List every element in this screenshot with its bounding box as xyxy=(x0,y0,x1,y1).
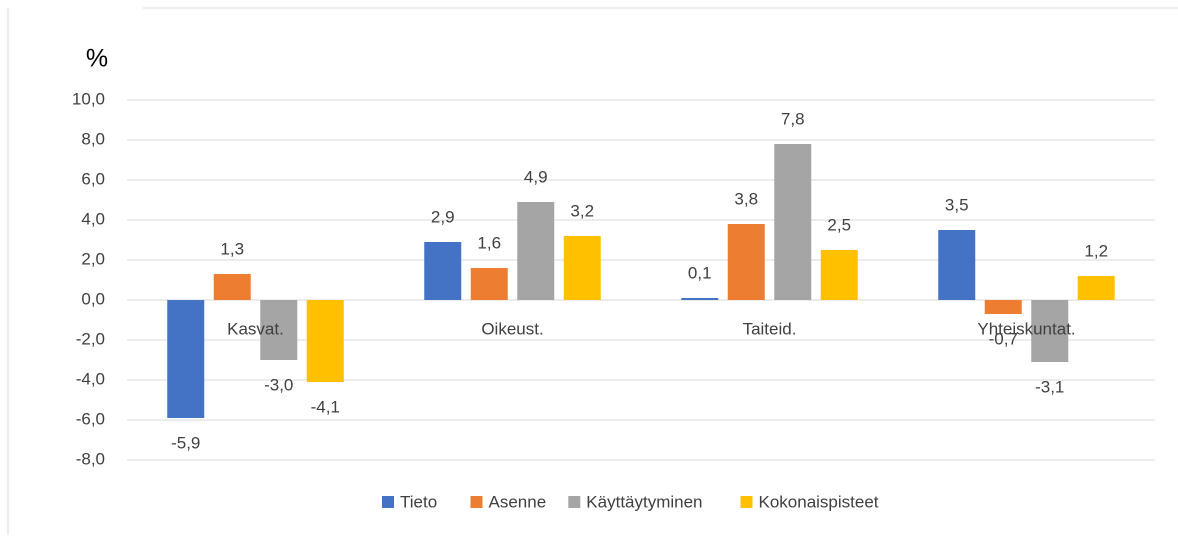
value-label: 3,2 xyxy=(570,201,594,220)
y-tick-label: 0,0 xyxy=(81,289,105,308)
legend-label: Käyttäytyminen xyxy=(586,492,702,511)
legend-swatch xyxy=(470,496,483,508)
x-tick-label: Yhteiskuntat. xyxy=(977,319,1075,338)
value-label: 2,9 xyxy=(431,207,455,226)
value-label: 1,2 xyxy=(1084,241,1108,260)
value-label: -3,0 xyxy=(264,375,293,394)
bar xyxy=(938,230,976,300)
bar xyxy=(984,300,1022,314)
value-label: -5,9 xyxy=(171,433,200,452)
bar xyxy=(1077,276,1115,300)
value-label: 1,3 xyxy=(220,239,244,258)
value-label: 3,5 xyxy=(945,195,969,214)
value-label: 4,9 xyxy=(524,167,548,186)
y-tick-label: -6,0 xyxy=(76,409,105,428)
bar xyxy=(306,300,344,382)
bar xyxy=(424,242,462,300)
value-label: -0,7 xyxy=(989,329,1018,348)
y-tick-label: 4,0 xyxy=(81,209,105,228)
value-label: -4,1 xyxy=(311,397,340,416)
legend-label: Kokonaispisteet xyxy=(759,492,879,511)
value-label: -3,1 xyxy=(1035,377,1064,396)
bar xyxy=(820,250,858,300)
legend-swatch xyxy=(740,496,753,508)
y-tick-label: 6,0 xyxy=(81,169,105,188)
x-tick-label: Taiteid. xyxy=(743,319,797,338)
bar xyxy=(470,268,508,300)
y-tick-label: -2,0 xyxy=(76,329,105,348)
legend-label: Tieto xyxy=(400,492,437,511)
y-tick-label: -4,0 xyxy=(76,369,105,388)
legend-swatch xyxy=(382,496,394,508)
bar xyxy=(167,300,205,418)
value-label: 3,8 xyxy=(734,189,758,208)
value-label: 2,5 xyxy=(827,215,851,234)
bar xyxy=(213,274,251,300)
value-label: 7,8 xyxy=(781,109,805,128)
x-tick-label: Oikeust. xyxy=(481,319,543,338)
x-tick-label: Kasvat. xyxy=(227,319,284,338)
y-tick-label: 8,0 xyxy=(81,129,105,148)
bar xyxy=(774,144,812,300)
y-axis-label: % xyxy=(86,45,108,73)
y-tick-label: 10,0 xyxy=(72,89,105,108)
bar xyxy=(681,298,719,300)
bar xyxy=(727,224,765,300)
y-tick-label: 2,0 xyxy=(81,249,105,268)
value-label: 0,1 xyxy=(688,263,712,282)
bar xyxy=(1031,300,1069,362)
legend-label: Asenne xyxy=(489,492,547,511)
bar xyxy=(563,236,601,300)
y-tick-label: -8,0 xyxy=(76,449,105,468)
legend-swatch xyxy=(568,496,581,508)
value-label: 1,6 xyxy=(477,233,501,252)
bar xyxy=(517,202,555,300)
bar xyxy=(260,300,298,360)
